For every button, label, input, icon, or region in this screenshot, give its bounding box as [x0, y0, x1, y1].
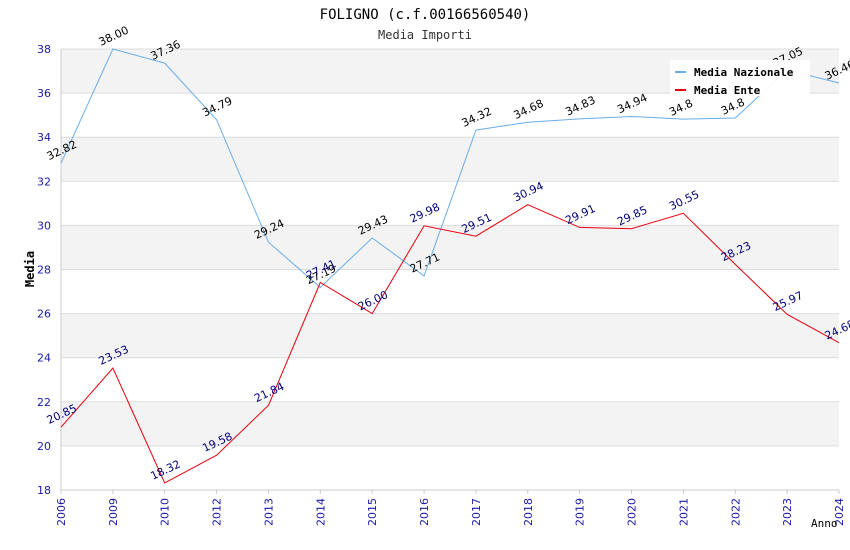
data-label-media-ente: 18.32 [149, 458, 183, 483]
legend-box [670, 60, 810, 96]
x-tick-label: 2017 [470, 498, 483, 526]
data-label-media-nazionale: 34.8 [667, 97, 695, 119]
y-tick-label: 34 [37, 131, 51, 144]
data-label-media-nazionale: 34.32 [460, 105, 494, 130]
y-tick-label: 30 [37, 219, 51, 232]
y-tick-label: 18 [37, 484, 51, 497]
data-label-media-ente: 30.94 [512, 179, 546, 204]
y-tick-label: 32 [37, 175, 51, 188]
plot-band [61, 401, 839, 446]
grid-lines [61, 48, 839, 491]
plot-band [61, 225, 839, 270]
x-tick-label: 2021 [677, 498, 690, 526]
legend-entry: Media Nazionale [694, 66, 794, 79]
x-tick-label: 2020 [626, 498, 639, 526]
y-tick-label: 24 [37, 352, 51, 365]
x-tick-label: 2010 [159, 498, 172, 526]
y-tick-label: 38 [37, 43, 51, 56]
y-tick-label: 28 [37, 264, 51, 277]
series-line-media-ente [60, 204, 840, 484]
data-label-media-ente: 29.98 [408, 200, 442, 225]
data-label-media-nazionale: 34.94 [615, 91, 649, 116]
data-label-media-ente: 25.97 [771, 289, 805, 314]
legend-entry: Media Ente [694, 84, 761, 97]
x-tick-label: 2016 [418, 498, 431, 526]
data-label-media-nazionale: 34.83 [563, 94, 597, 119]
x-tick-label: 2014 [314, 498, 327, 526]
data-label-media-ente: 26.00 [356, 288, 390, 313]
y-tick-label: 36 [37, 87, 51, 100]
y-axis-label: Media [23, 251, 37, 287]
chart-title: FOLIGNO (c.f.00166560540) [320, 7, 531, 23]
y-tick-label: 22 [37, 396, 51, 409]
data-label-media-ente: 30.55 [667, 188, 701, 213]
plot-band [61, 313, 839, 358]
x-tick-label: 2012 [211, 498, 224, 526]
data-label-media-nazionale: 34.79 [200, 94, 234, 119]
x-tick-label: 2009 [107, 498, 120, 526]
data-label-media-nazionale: 34.8 [719, 96, 747, 118]
data-label-media-nazionale: 38.00 [97, 24, 131, 49]
x-tick-label: 2022 [729, 498, 742, 526]
y-tick-label: 20 [37, 440, 51, 453]
x-tick-label: 2018 [522, 498, 535, 526]
data-label-media-nazionale: 34.68 [512, 97, 546, 122]
x-tick-label: 2019 [574, 498, 587, 526]
plot-band [61, 137, 839, 182]
data-label-media-ente: 29.91 [563, 202, 597, 227]
x-tick-label: 2023 [781, 498, 794, 526]
chart-subtitle: Media Importi [378, 28, 472, 42]
x-tick-label: 2024 [833, 498, 846, 526]
y-tick-label: 26 [37, 308, 51, 321]
series-line-media-nazionale [60, 48, 840, 289]
x-axis-label: Anno [811, 517, 838, 530]
plot-bands [61, 49, 839, 446]
x-tick-label: 2015 [366, 498, 379, 526]
series-lines [60, 48, 840, 484]
x-tick-label: 2006 [55, 498, 68, 526]
x-tick-label: 2013 [262, 498, 275, 526]
data-label-media-ente: 21.84 [252, 380, 286, 405]
legend: Media Nazionale Media Ente [670, 60, 810, 97]
